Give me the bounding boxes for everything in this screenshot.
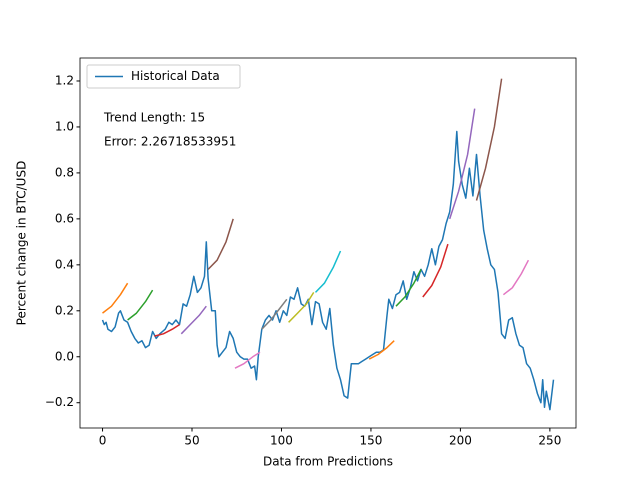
y-tick-label: 0.2 <box>55 303 74 317</box>
y-tick-label: 0.8 <box>55 165 74 179</box>
line-series <box>154 323 180 337</box>
y-tick-label: −0.2 <box>45 395 74 409</box>
line-series <box>180 305 207 335</box>
line-series <box>261 298 288 330</box>
line-series <box>395 269 422 307</box>
y-tick-label: 0.0 <box>55 349 74 363</box>
y-tick-label: 1.0 <box>55 119 74 133</box>
annotation: Error: 2.26718533951 <box>104 135 236 149</box>
line-series <box>288 292 315 323</box>
y-tick-label: 1.2 <box>55 73 74 87</box>
line-series <box>127 289 154 321</box>
y-tick-label: 0.6 <box>55 211 74 225</box>
x-tick-label: 100 <box>270 434 293 448</box>
line-series <box>234 351 261 369</box>
legend-label: Historical Data <box>131 69 220 83</box>
x-tick-label: 200 <box>449 434 472 448</box>
y-axis-label: Percent change in BTC/USD <box>15 161 29 326</box>
x-tick-label: 250 <box>538 434 561 448</box>
x-tick-label: 0 <box>99 434 107 448</box>
line-series <box>368 340 395 360</box>
legend-box <box>86 64 241 89</box>
line-series <box>102 282 129 314</box>
line-series <box>207 218 234 270</box>
line-series <box>422 243 449 298</box>
plot-frame <box>79 57 577 429</box>
x-axis-label: Data from Predictions <box>263 455 393 469</box>
line-series <box>502 259 530 296</box>
annotation: Trend Length: 15 <box>103 111 205 125</box>
x-tick-label: 50 <box>184 434 199 448</box>
line-series <box>475 78 503 201</box>
line-series <box>448 108 476 220</box>
y-tick-label: 0.4 <box>55 257 74 271</box>
x-tick-label: 150 <box>359 434 382 448</box>
line-series <box>314 250 342 293</box>
